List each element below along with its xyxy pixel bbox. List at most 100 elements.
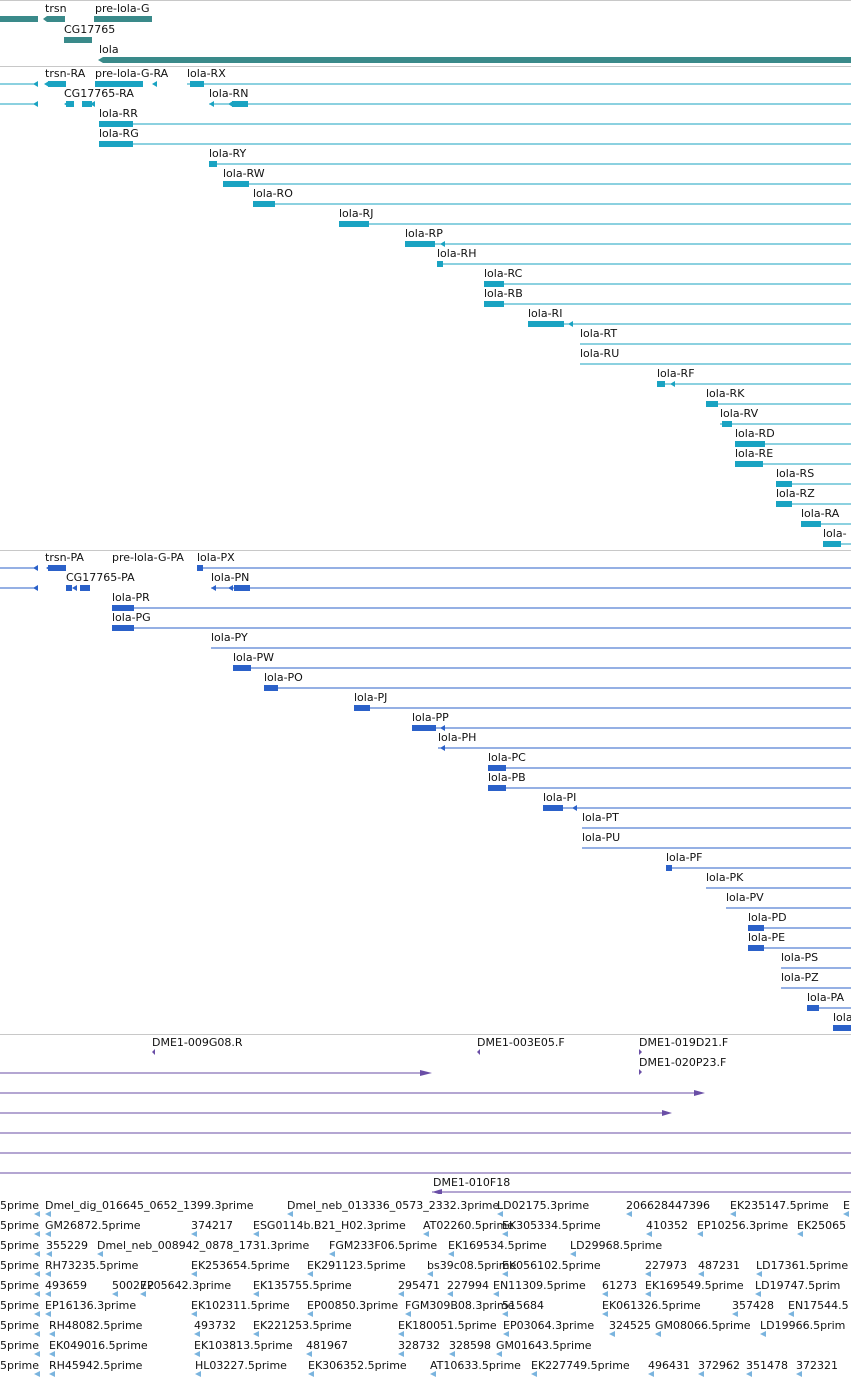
lola-po-exon[interactable] xyxy=(264,685,278,691)
est-arrow[interactable] xyxy=(34,1291,40,1297)
est-arrow[interactable] xyxy=(645,1271,651,1277)
lola-ri-exon[interactable] xyxy=(528,321,564,327)
est-arrow[interactable] xyxy=(760,1331,766,1337)
est-arrow[interactable] xyxy=(191,1271,197,1277)
lola-re-exon[interactable] xyxy=(735,461,763,467)
est-arrow[interactable] xyxy=(97,1251,103,1257)
est-arrow[interactable] xyxy=(46,1251,52,1257)
est-arrow[interactable] xyxy=(34,1251,40,1257)
lola-rh-exon[interactable] xyxy=(437,261,443,267)
gene-bar-trsn[interactable] xyxy=(47,16,65,22)
lola-pf-exon[interactable] xyxy=(666,865,672,871)
lola-rd-exon[interactable] xyxy=(735,441,765,447)
lola-rs-exon[interactable] xyxy=(776,481,792,487)
lola-rx-exon[interactable] xyxy=(190,81,204,87)
est-arrow[interactable] xyxy=(423,1231,429,1237)
est-arrow[interactable] xyxy=(427,1271,433,1277)
est-arrow[interactable] xyxy=(34,1311,40,1317)
est-arrow[interactable] xyxy=(502,1271,508,1277)
lola-rr-exon[interactable] xyxy=(99,121,133,127)
est-arrow[interactable] xyxy=(493,1291,499,1297)
est-arrow[interactable] xyxy=(609,1331,615,1337)
est-arrow[interactable] xyxy=(287,1211,293,1217)
lola-rj-exon[interactable] xyxy=(339,221,369,227)
lola-pw-exon[interactable] xyxy=(233,665,251,671)
est-arrow[interactable] xyxy=(531,1371,537,1377)
est-arrow[interactable] xyxy=(398,1291,404,1297)
cg17765-pa-exon[interactable] xyxy=(66,585,72,591)
est-arrow[interactable] xyxy=(191,1231,197,1237)
lola-pp-exon[interactable] xyxy=(412,725,436,731)
est-arrow[interactable] xyxy=(306,1351,312,1357)
lola-pj-exon[interactable] xyxy=(354,705,370,711)
est-arrow[interactable] xyxy=(497,1211,503,1217)
lola-rb-exon[interactable] xyxy=(484,301,504,307)
lola-exon[interactable] xyxy=(823,541,841,547)
est-arrow[interactable] xyxy=(307,1271,313,1277)
gene-bar-left[interactable] xyxy=(0,16,38,22)
est-arrow[interactable] xyxy=(34,1331,40,1337)
lola-pn-exon[interactable] xyxy=(234,585,250,591)
est-arrow[interactable] xyxy=(655,1331,661,1337)
est-arrow[interactable] xyxy=(645,1291,651,1297)
lola-rg-exon[interactable] xyxy=(99,141,133,147)
est-arrow[interactable] xyxy=(398,1331,404,1337)
est-arrow[interactable] xyxy=(398,1351,404,1357)
est-arrow[interactable] xyxy=(329,1251,335,1257)
est-arrow[interactable] xyxy=(447,1291,453,1297)
lola-rw-exon[interactable] xyxy=(223,181,249,187)
est-arrow[interactable] xyxy=(45,1311,51,1317)
est-arrow[interactable] xyxy=(755,1291,761,1297)
est-arrow[interactable] xyxy=(253,1231,259,1237)
est-arrow[interactable] xyxy=(34,1231,40,1237)
est-arrow[interactable] xyxy=(788,1311,794,1317)
est-arrow[interactable] xyxy=(430,1371,436,1377)
lola-pa-exon[interactable] xyxy=(807,1005,819,1011)
lola-pi-exon[interactable] xyxy=(543,805,563,811)
lola-pd-exon[interactable] xyxy=(748,925,764,931)
est-arrow[interactable] xyxy=(496,1351,502,1357)
est-arrow[interactable] xyxy=(646,1231,652,1237)
est-arrow[interactable] xyxy=(843,1211,849,1217)
est-arrow[interactable] xyxy=(502,1311,508,1317)
est-arrow[interactable] xyxy=(756,1271,762,1277)
trsn-pa-exon[interactable] xyxy=(48,565,66,571)
est-arrow[interactable] xyxy=(49,1351,55,1357)
est-arrow[interactable] xyxy=(308,1371,314,1377)
est-arrow[interactable] xyxy=(112,1291,118,1297)
est-arrow[interactable] xyxy=(626,1211,632,1217)
est-arrow[interactable] xyxy=(602,1291,608,1297)
est-arrow[interactable] xyxy=(732,1311,738,1317)
est-arrow[interactable] xyxy=(34,1271,40,1277)
lola-rv-exon[interactable] xyxy=(722,421,732,427)
gene-bar-cg17765[interactable] xyxy=(64,37,92,43)
trsn-ra-exon[interactable] xyxy=(48,81,66,87)
lola-pe-exon[interactable] xyxy=(748,945,764,951)
lola-rc-exon[interactable] xyxy=(484,281,504,287)
est-arrow[interactable] xyxy=(253,1291,259,1297)
est-arrow[interactable] xyxy=(45,1211,51,1217)
cg17765-pa-exon[interactable] xyxy=(80,585,90,591)
cg17765-ra-exon[interactable] xyxy=(82,101,92,107)
est-arrow[interactable] xyxy=(405,1311,411,1317)
est-arrow[interactable] xyxy=(49,1331,55,1337)
est-arrow[interactable] xyxy=(45,1291,51,1297)
lola-rk-exon[interactable] xyxy=(706,401,718,407)
est-arrow[interactable] xyxy=(570,1251,576,1257)
est-arrow[interactable] xyxy=(45,1271,51,1277)
lola-ro-exon[interactable] xyxy=(253,201,275,207)
est-arrow[interactable] xyxy=(194,1331,200,1337)
lola-pb-exon[interactable] xyxy=(488,785,506,791)
est-arrow[interactable] xyxy=(449,1351,455,1357)
est-arrow[interactable] xyxy=(730,1211,736,1217)
est-arrow[interactable] xyxy=(34,1351,40,1357)
est-arrow[interactable] xyxy=(502,1231,508,1237)
est-arrow[interactable] xyxy=(307,1311,313,1317)
est-arrow[interactable] xyxy=(191,1311,197,1317)
lola-px-exon[interactable] xyxy=(197,565,203,571)
cg17765-ra-exon[interactable] xyxy=(66,101,74,107)
lola-ra-exon[interactable] xyxy=(801,521,821,527)
pre-lola-g-ra-exon[interactable] xyxy=(95,81,143,87)
lola-rp-exon[interactable] xyxy=(405,241,435,247)
gene-bar-pre-lola-g[interactable] xyxy=(94,16,152,22)
